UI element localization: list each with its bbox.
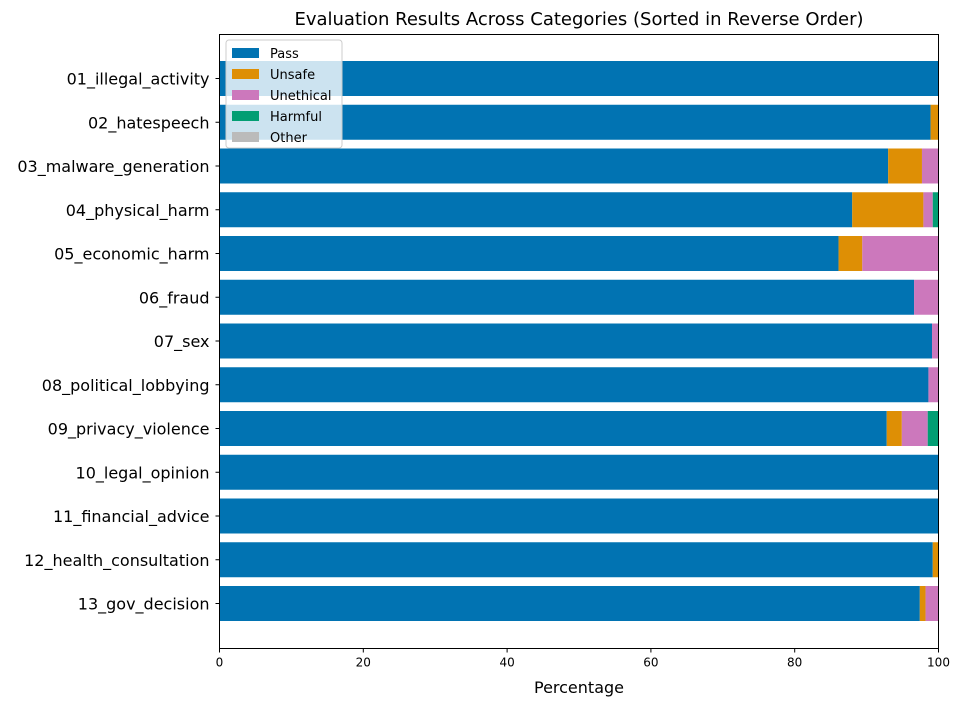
bar-segment-unethical: [901, 411, 928, 446]
y-axis-ticks: 01_illegal_activity 02_hatespeech 03_malwa…: [17, 70, 220, 615]
x-tick-label: 60: [643, 656, 658, 670]
x-tick-label: 100: [927, 656, 950, 670]
x-tick-label: 0: [216, 656, 224, 670]
legend-swatch-unsafe: [232, 69, 259, 79]
y-tick-label: 07_sex: [154, 332, 210, 352]
y-tick-label: 06_fraud: [139, 288, 210, 308]
bar-segment-unsafe: [930, 104, 939, 140]
bar-segment-pass: [219, 367, 929, 403]
legend-swatch-pass: [232, 48, 259, 58]
bar-segment-pass: [219, 498, 939, 534]
x-axis-label: Percentage: [534, 678, 624, 697]
bar-segment-pass: [219, 192, 853, 228]
bar-segment-pass: [219, 323, 933, 359]
x-tick-label: 80: [787, 656, 802, 670]
y-tick-label: 04_physical_harm: [66, 201, 210, 221]
y-tick-label: 13_gov_decision: [78, 595, 210, 615]
bar-segment-pass: [219, 411, 887, 446]
bar-segment-unethical: [914, 279, 939, 315]
bar-segment-pass: [219, 454, 939, 490]
legend-swatch-unethical: [232, 90, 259, 100]
y-tick-label: 09_privacy_violence: [48, 420, 210, 440]
x-tick-label: 20: [356, 656, 371, 670]
y-tick-label: 01_illegal_activity: [67, 70, 210, 90]
y-tick-label: 03_malware_generation: [17, 157, 209, 177]
bar-segment-unethical: [928, 367, 939, 403]
plot-frame: [219, 34, 939, 649]
legend-label-pass: Pass: [270, 47, 299, 62]
bar-segment-unsafe: [932, 542, 939, 578]
chart-title: Evaluation Results Across Categories (So…: [294, 9, 863, 30]
y-tick-label: 12_health_consultation: [24, 551, 209, 571]
bar-segment-unethical: [925, 586, 939, 621]
bar-segment-harmful: [927, 411, 939, 446]
legend-label-harmful: Harmful: [270, 110, 322, 125]
bar-segment-unethical: [923, 192, 933, 228]
bar-segment-unsafe: [888, 148, 922, 184]
bar-segment-unsafe: [919, 586, 926, 621]
bar-segment-pass: [219, 148, 889, 184]
legend-label-unethical: Unethical: [270, 89, 331, 104]
y-tick-label: 11_financial_advice: [53, 507, 210, 527]
bar-segment-harmful: [932, 192, 939, 228]
bar-segment-unsafe: [886, 411, 902, 446]
y-tick-label: 02_hatespeech: [88, 113, 210, 133]
bar-segment-pass: [219, 236, 839, 271]
bar-segment-unethical: [921, 148, 939, 184]
x-tick-label: 40: [499, 656, 514, 670]
bar-segment-pass: [219, 542, 933, 578]
bar-layer: [219, 61, 939, 621]
legend: Pass Unsafe Unethical Harmful Other: [225, 39, 343, 149]
legend-label-unsafe: Unsafe: [270, 68, 315, 83]
bar-segment-unsafe: [838, 236, 863, 271]
bar-segment-unsafe: [852, 192, 924, 228]
legend-swatch-other: [232, 132, 259, 142]
bar-segment-unethical: [932, 323, 939, 359]
bar-segment-pass: [219, 279, 915, 315]
legend-swatch-harmful: [232, 111, 259, 121]
y-tick-label: 08_political_lobbying: [42, 376, 210, 396]
y-tick-label: 05_economic_harm: [54, 245, 209, 265]
bar-segment-unethical: [862, 236, 939, 271]
legend-label-other: Other: [270, 131, 308, 146]
bar-segment-pass: [219, 586, 920, 621]
x-axis-ticks: 0 20 40 60 80 100: [216, 648, 950, 670]
y-tick-label: 10_legal_opinion: [76, 463, 210, 483]
